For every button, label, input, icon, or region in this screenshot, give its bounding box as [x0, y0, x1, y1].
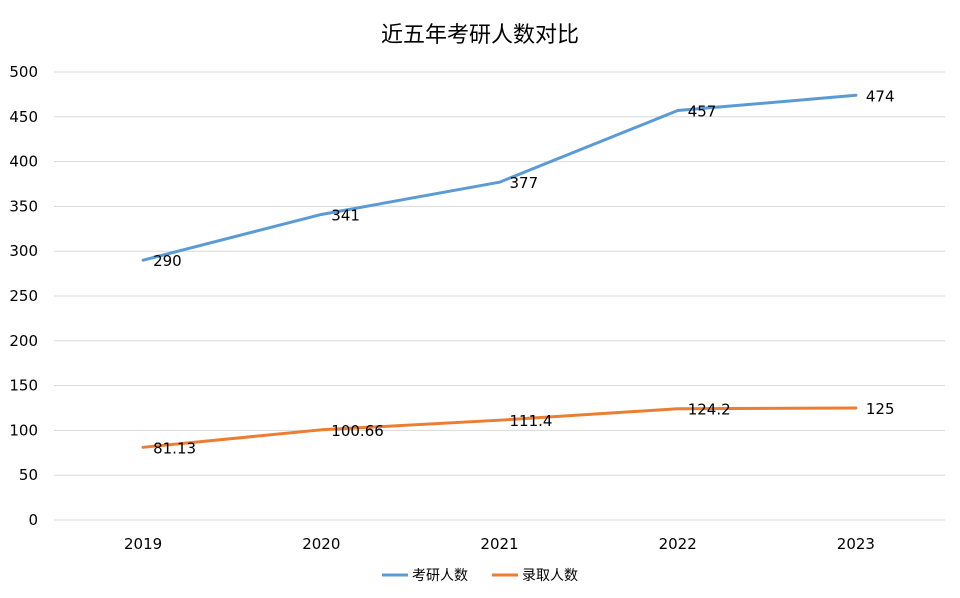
y-tick-label: 350: [9, 197, 38, 215]
data-label: 474: [866, 87, 895, 105]
y-axis-ticks: 0 50 100 150 200 250 300 350 400 450 500: [9, 63, 38, 529]
data-label: 81.13: [153, 439, 196, 457]
data-label: 457: [688, 103, 717, 121]
chart-title: 近五年考研人数对比: [381, 23, 579, 48]
x-tick-label: 2021: [480, 535, 518, 553]
data-label: 100.66: [331, 422, 384, 440]
data-label: 125: [866, 400, 895, 418]
x-tick-label: 2022: [659, 535, 697, 553]
x-axis-ticks: 2019 2020 2021 2022 2023: [124, 535, 875, 553]
x-tick-label: 2020: [302, 535, 340, 553]
data-label: 111.4: [510, 412, 553, 430]
legend: 考研人数 录取人数: [382, 568, 578, 584]
series-line-2: [141, 406, 858, 449]
data-label: 377: [510, 174, 539, 192]
y-tick-label: 100: [9, 421, 38, 439]
y-tick-label: 150: [9, 377, 38, 395]
y-tick-label: 50: [19, 466, 38, 484]
series-lines: [141, 93, 858, 449]
y-tick-label: 250: [9, 287, 38, 305]
y-tick-label: 450: [9, 108, 38, 126]
x-tick-label: 2023: [837, 535, 875, 553]
x-tick-label: 2019: [124, 535, 162, 553]
legend-label: 录取人数: [522, 568, 578, 584]
y-tick-label: 500: [9, 63, 38, 81]
legend-label: 考研人数: [412, 568, 468, 584]
y-tick-label: 200: [9, 332, 38, 350]
y-tick-label: 300: [9, 242, 38, 260]
data-label: 124.2: [688, 401, 731, 419]
series-line-1: [141, 93, 858, 262]
data-label: 341: [331, 206, 360, 224]
data-labels: 290 341 377 457 474 81.13 100.66 111.4 124.2 125: [153, 87, 894, 457]
data-label: 290: [153, 252, 182, 270]
y-tick-label: 400: [9, 153, 38, 171]
gridlines: [54, 71, 945, 521]
y-tick-label: 0: [28, 511, 38, 529]
